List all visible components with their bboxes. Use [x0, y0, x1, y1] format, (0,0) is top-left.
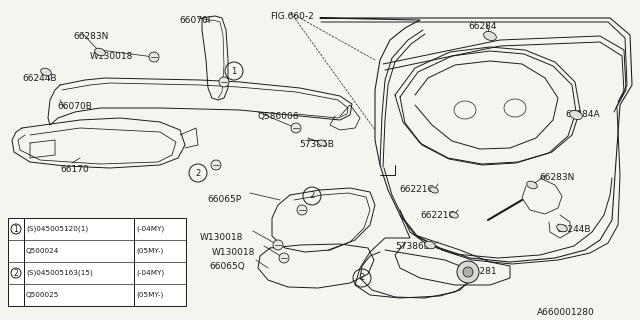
Text: 66065Q: 66065Q — [209, 262, 245, 271]
Text: 2: 2 — [13, 268, 19, 277]
Text: W130018: W130018 — [90, 52, 133, 61]
Circle shape — [457, 261, 479, 283]
Text: 66283N: 66283N — [539, 173, 574, 182]
Text: 66070B: 66070B — [57, 102, 92, 111]
Text: Q500024: Q500024 — [26, 248, 60, 254]
Text: 66170: 66170 — [60, 165, 89, 174]
Text: Q500025: Q500025 — [26, 292, 60, 298]
Text: 66284: 66284 — [468, 22, 497, 31]
Text: FIG.660-2: FIG.660-2 — [270, 12, 314, 21]
Circle shape — [291, 123, 301, 133]
Text: 66283N: 66283N — [73, 32, 108, 41]
Text: 57386B: 57386B — [395, 242, 430, 251]
Ellipse shape — [41, 68, 51, 76]
Text: (-04MY): (-04MY) — [136, 226, 164, 232]
Text: 66221C: 66221C — [420, 211, 455, 220]
Ellipse shape — [425, 241, 435, 249]
Ellipse shape — [527, 181, 538, 189]
Circle shape — [463, 267, 473, 277]
Ellipse shape — [429, 187, 438, 193]
Text: (05MY-): (05MY-) — [136, 292, 163, 298]
Circle shape — [149, 52, 159, 62]
Ellipse shape — [484, 31, 497, 41]
Text: 2: 2 — [360, 274, 365, 283]
Circle shape — [297, 205, 307, 215]
Text: 1: 1 — [232, 67, 237, 76]
Text: (S)045005163(15): (S)045005163(15) — [26, 270, 93, 276]
Ellipse shape — [95, 48, 106, 56]
Ellipse shape — [317, 140, 326, 146]
Ellipse shape — [570, 110, 582, 120]
Text: 66070I: 66070I — [179, 16, 211, 25]
Text: 66244B: 66244B — [22, 74, 56, 83]
Text: A660001280: A660001280 — [537, 308, 595, 317]
Circle shape — [219, 77, 229, 87]
Text: W130018: W130018 — [212, 248, 255, 257]
Ellipse shape — [557, 224, 567, 232]
Text: 2: 2 — [195, 169, 200, 178]
Text: 66244B: 66244B — [556, 225, 591, 234]
Text: 66065P: 66065P — [208, 195, 242, 204]
Circle shape — [211, 160, 221, 170]
Circle shape — [279, 253, 289, 263]
Text: (S)045005120(1): (S)045005120(1) — [26, 226, 88, 232]
Text: 2: 2 — [309, 191, 315, 201]
Circle shape — [273, 240, 283, 250]
Ellipse shape — [450, 212, 458, 218]
Bar — [8, 218, 186, 306]
Text: (-04MY): (-04MY) — [136, 270, 164, 276]
Text: 66221C: 66221C — [399, 185, 434, 194]
Text: 98281: 98281 — [468, 267, 497, 276]
Text: Q586006: Q586006 — [258, 112, 300, 121]
Text: (05MY-): (05MY-) — [136, 248, 163, 254]
Text: 1: 1 — [13, 225, 19, 234]
Text: W130018: W130018 — [200, 233, 243, 242]
Text: 57386B: 57386B — [299, 140, 334, 149]
Text: 66284A: 66284A — [565, 110, 600, 119]
